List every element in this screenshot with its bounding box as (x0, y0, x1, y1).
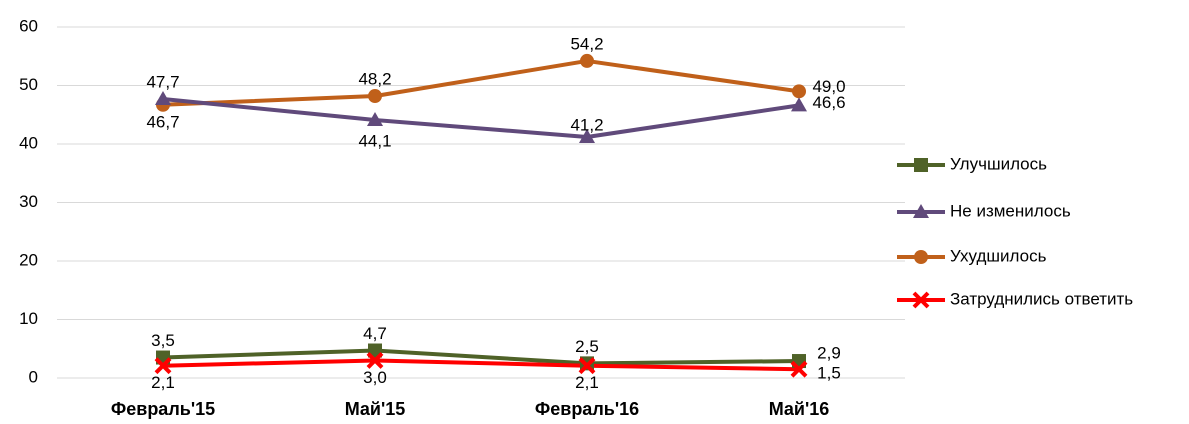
value-label: 2,5 (575, 337, 599, 356)
y-tick-label: 30 (19, 192, 38, 211)
data-point (578, 357, 596, 375)
data-point (367, 112, 383, 127)
data-point (154, 357, 172, 375)
value-label: 48,2 (358, 70, 391, 89)
legend-label: Затруднились ответить (950, 289, 1133, 308)
y-tick-label: 0 (29, 367, 38, 386)
x-tick-label: Февраль'15 (111, 399, 215, 419)
value-label: 4,7 (363, 324, 387, 343)
value-label: 46,7 (146, 112, 179, 131)
y-tick-label: 60 (19, 16, 38, 35)
x-tick-label: Февраль'16 (535, 399, 639, 419)
data-point (155, 90, 171, 105)
y-tick-label: 40 (19, 133, 38, 152)
x-tick-label: Май'15 (345, 399, 406, 419)
series-line (162, 358, 800, 372)
data-point (792, 84, 806, 99)
data-point (790, 360, 808, 378)
legend-label: Ухудшилось (950, 246, 1047, 265)
data-point (580, 53, 594, 68)
data-point (579, 128, 595, 143)
value-label: 44,1 (358, 131, 391, 150)
y-tick-label: 50 (19, 75, 38, 94)
series-line (162, 96, 800, 139)
legend-label: Улучшилось (950, 154, 1047, 173)
data-point (791, 97, 807, 112)
value-label: 49,0 (812, 77, 845, 96)
value-label: 2,1 (151, 373, 175, 392)
legend-label: Не изменилось (950, 201, 1071, 220)
data-point (368, 89, 382, 104)
y-tick-label: 10 (19, 309, 38, 328)
value-label: 41,2 (570, 115, 603, 134)
value-label: 2,9 (817, 344, 841, 363)
x-tick-label: Май'16 (769, 399, 830, 419)
value-label: 3,0 (363, 368, 387, 387)
value-label: 46,6 (812, 93, 845, 112)
value-label: 3,5 (151, 331, 175, 350)
legend-marker (913, 204, 929, 218)
data-point (366, 352, 384, 369)
legend-marker (914, 250, 928, 264)
value-label: 2,1 (575, 373, 599, 392)
data-point (368, 343, 382, 358)
value-label: 1,5 (817, 364, 841, 383)
y-tick-label: 20 (19, 250, 38, 269)
value-label: 47,7 (146, 72, 179, 91)
legend-marker (914, 158, 928, 172)
value-label: 54,2 (570, 34, 603, 53)
series-line (162, 348, 800, 366)
series-line (162, 58, 800, 107)
legend-marker (912, 291, 930, 309)
